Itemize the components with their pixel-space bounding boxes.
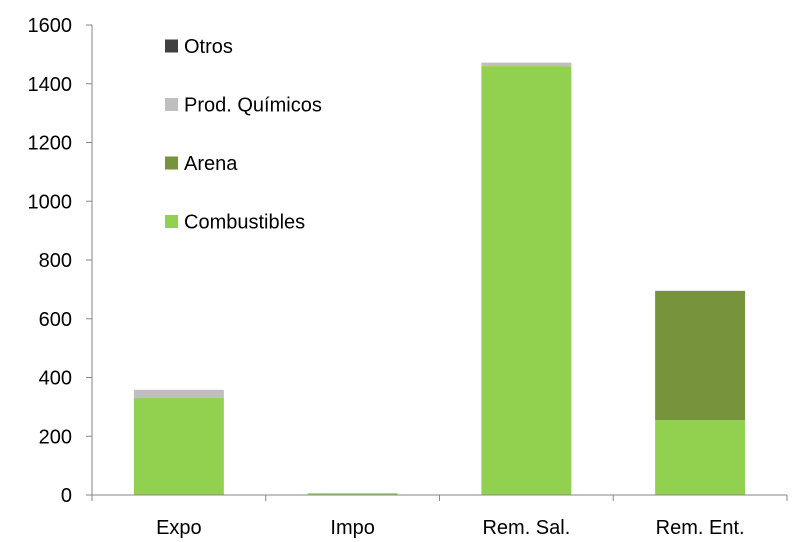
bar-rem-ent-combustibles (655, 420, 746, 495)
legend-label-otros: Otros (184, 36, 233, 58)
legend-item-prod-quimicos: Prod. Químicos (165, 95, 322, 117)
y-tick-label-600: 600 (39, 309, 72, 331)
legend-label-combustibles: Combustibles (184, 212, 305, 234)
y-tick-label-1600: 1600 (28, 15, 73, 37)
bar-expo-prod-quimicos (133, 389, 224, 399)
axes-layer: 0 200 400 600 800 1000 1200 1400 1600 Expo Impo Rem… (28, 15, 788, 539)
y-tick-label-1000: 1000 (28, 191, 73, 213)
legend-label-arena: Arena (184, 153, 238, 175)
legend-item-combustibles: Combustibles (165, 212, 305, 234)
bar-rem-sal-combustibles (481, 66, 572, 495)
bars-layer (133, 62, 746, 495)
y-tick-label-800: 800 (39, 250, 72, 272)
legend-swatch-arena (165, 156, 178, 170)
legend-swatch-otros (165, 39, 178, 53)
x-tick-label-impo: Impo (330, 517, 374, 539)
legend-label-prod-quimicos: Prod. Químicos (184, 95, 322, 117)
legend-swatch-combustibles (165, 215, 178, 228)
x-tick-label-rem-ent: Rem. Ent. (656, 517, 745, 539)
bar-rem-ent-arena (655, 290, 746, 421)
y-tick-label-1400: 1400 (28, 74, 73, 96)
legend-item-arena: Arena (165, 153, 238, 175)
legend: Otros Prod. Químicos Arena Combustibles (165, 36, 322, 234)
y-tick-label-0: 0 (61, 485, 72, 507)
legend-swatch-prod-quimicos (165, 98, 178, 111)
legend-item-otros: Otros (165, 36, 233, 58)
x-tick-label-rem-sal: Rem. Sal. (482, 517, 570, 539)
bar-impo-combustibles (307, 493, 398, 495)
y-tick-label-200: 200 (39, 426, 72, 448)
x-tick-label-expo: Expo (156, 517, 202, 539)
bar-rem-sal-prod-quimicos (481, 62, 572, 67)
bar-expo-combustibles (133, 398, 224, 495)
y-tick-label-400: 400 (39, 368, 72, 390)
y-tick-label-1200: 1200 (28, 133, 73, 155)
